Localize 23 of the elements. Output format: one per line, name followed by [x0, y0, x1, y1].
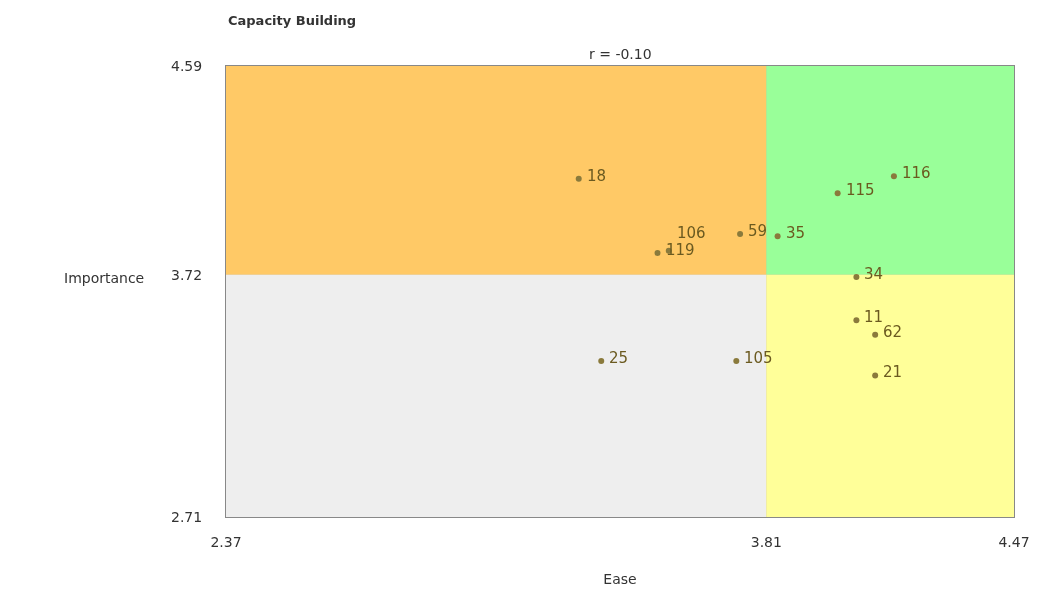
- x-tick-label: 4.47: [998, 533, 1030, 550]
- x-tick-label: 2.37: [210, 533, 242, 550]
- annotation: 59: [748, 222, 768, 240]
- annotation: 25: [609, 349, 629, 367]
- annotation: 62: [883, 323, 903, 341]
- annotation: 119: [666, 241, 695, 259]
- annotation: 35: [786, 224, 806, 242]
- x-axis-title: Ease: [603, 571, 637, 588]
- annotation: 34: [864, 265, 884, 283]
- annotation: 116: [902, 164, 931, 182]
- y-axis-title: Importance: [64, 270, 145, 286]
- annotation: 105: [744, 349, 773, 367]
- annotation: 11: [864, 308, 884, 326]
- y-tick-label: 2.71: [171, 508, 203, 525]
- annotation: 18: [587, 167, 607, 185]
- x-tick-label: 3.81: [750, 533, 782, 550]
- y-tick-label: 4.59: [171, 57, 203, 74]
- chart-title: Capacity Building: [228, 12, 357, 28]
- annotation: 115: [846, 181, 875, 199]
- y-tick-label: 3.72: [171, 266, 203, 283]
- annotation: 21: [883, 363, 903, 381]
- text: r = -0.10: [589, 46, 652, 62]
- annotation: 106: [677, 224, 706, 242]
